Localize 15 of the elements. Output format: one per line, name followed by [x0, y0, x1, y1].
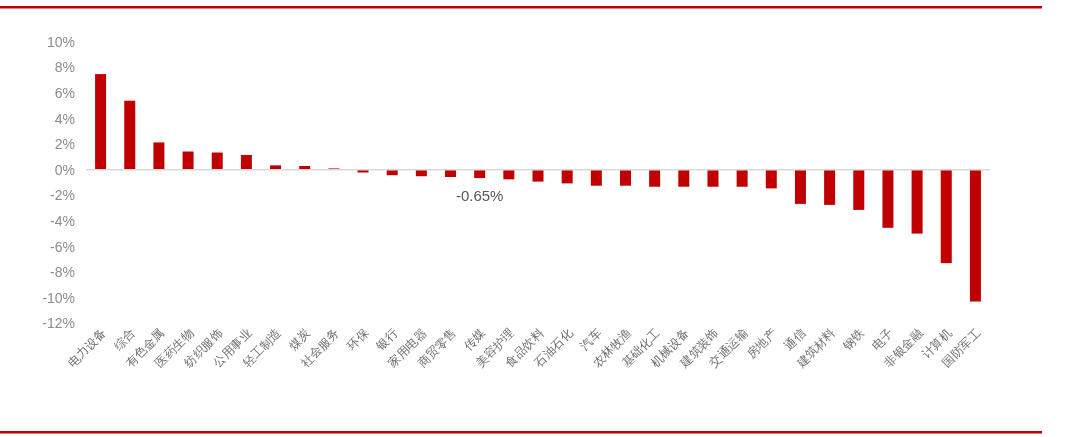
x-tick-label: 环保 — [344, 326, 372, 354]
y-tick-label: 8% — [54, 59, 75, 76]
y-tick-label: -2% — [50, 187, 75, 204]
y-tick-label: -8% — [50, 264, 75, 281]
y-tick-label: 0% — [54, 161, 75, 178]
y-tick-label: 10% — [46, 33, 75, 50]
y-tick-label: 4% — [54, 110, 75, 127]
y-tick-label: -4% — [50, 212, 75, 229]
y-tick-label: -12% — [42, 315, 75, 332]
annotation: -0.65% — [455, 187, 504, 205]
y-tick-label: 6% — [54, 84, 75, 101]
y-tick-label: -6% — [50, 238, 75, 255]
y-tick-label: 2% — [54, 136, 75, 153]
y-tick-label: -10% — [42, 289, 75, 306]
x-tick-label: 钢铁 — [839, 326, 867, 354]
